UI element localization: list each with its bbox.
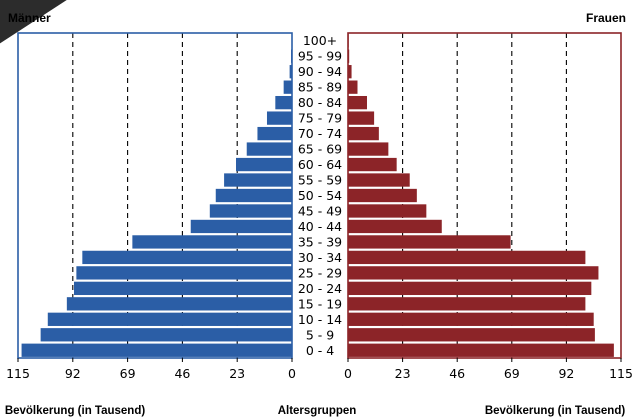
bar-female: [348, 157, 397, 172]
bar-female: [348, 95, 367, 110]
bar-female: [348, 297, 586, 311]
bar-female: [348, 235, 511, 249]
age-group-label: 75 - 79: [298, 111, 342, 126]
age-group-label: 30 - 34: [298, 250, 342, 265]
x-tick-label: 46: [174, 366, 190, 381]
x-tick-label: 46: [449, 366, 465, 381]
x-tick-label: 23: [395, 366, 411, 381]
x-tick-label: 92: [65, 366, 81, 381]
plot-frame: [17, 32, 293, 359]
bar-female: [348, 343, 614, 357]
age-group-label: 35 - 39: [298, 234, 342, 249]
right-xlabel: Bevölkerung (in Tausend): [485, 405, 626, 417]
bar-male: [66, 297, 292, 311]
x-tick-label: 69: [120, 366, 136, 381]
x-tick-label: 69: [504, 366, 520, 381]
age-group-label: 50 - 54: [298, 188, 342, 203]
age-group-label: 65 - 69: [298, 142, 342, 157]
bar-male: [246, 142, 292, 156]
bar-female: [348, 266, 599, 280]
bar-male: [215, 188, 292, 203]
age-group-label: 80 - 84: [298, 95, 342, 110]
bar-female: [348, 142, 389, 156]
bar-male: [47, 312, 292, 326]
bar-male: [82, 250, 292, 265]
age-group-label: 70 - 74: [298, 126, 342, 141]
age-group-label: 20 - 24: [298, 281, 342, 296]
age-group-label: 85 - 89: [298, 80, 342, 95]
age-group-label: 10 - 14: [298, 312, 342, 327]
bar-male: [132, 235, 292, 249]
bar-male: [257, 126, 292, 141]
bar-male: [76, 266, 292, 280]
left-title: Männer: [8, 11, 51, 25]
bar-male: [236, 157, 292, 172]
age-group-label: 5 - 9: [306, 327, 334, 342]
bar-male: [209, 204, 292, 218]
age-group-label: 90 - 94: [298, 64, 342, 79]
age-group-label: 25 - 29: [298, 265, 342, 280]
bar-female: [348, 173, 410, 187]
bar-female: [348, 219, 442, 234]
age-group-label: 40 - 44: [298, 219, 342, 234]
center-label: Altersgruppen: [278, 405, 357, 417]
age-group-label: 55 - 59: [298, 173, 342, 188]
bar-male: [21, 343, 292, 357]
bar-male: [40, 328, 292, 342]
bar-female: [348, 80, 358, 94]
bar-female: [348, 188, 417, 203]
age-group-label: 60 - 64: [298, 157, 342, 172]
left-xlabel: Bevölkerung (in Tausend): [5, 405, 146, 417]
age-group-label: 15 - 19: [298, 296, 342, 311]
bar-female: [348, 328, 595, 342]
bar-female: [348, 65, 352, 79]
x-tick-label: 115: [609, 366, 633, 381]
age-group-label: 0 - 4: [306, 343, 334, 358]
bar-male: [73, 281, 292, 296]
bar-male: [275, 95, 292, 110]
age-group-label: 95 - 99: [298, 49, 342, 64]
x-tick-label: 0: [344, 366, 352, 381]
x-tick-label: 0: [288, 366, 296, 381]
bar-female: [348, 111, 375, 125]
female-panel: 0 23 46 69 92 115: [344, 32, 633, 381]
bar-female: [348, 204, 427, 218]
bar-male: [266, 111, 292, 125]
bar-male: [190, 219, 292, 234]
bar-female: [348, 312, 594, 326]
age-group-label: 100+: [303, 33, 337, 48]
bar-male: [289, 65, 292, 79]
bar-female: [348, 250, 586, 265]
bar-female: [348, 126, 379, 141]
x-tick-label: 115: [6, 366, 30, 381]
bar-male: [283, 80, 292, 94]
right-title: Frauen: [586, 11, 626, 25]
age-group-label: 45 - 49: [298, 203, 342, 218]
x-tick-label: 92: [558, 366, 574, 381]
male-panel: 0 23 46 69 92 115: [6, 32, 296, 381]
x-tick-label: 23: [229, 366, 245, 381]
plot-frame: [347, 32, 622, 359]
bar-female: [348, 281, 592, 296]
bar-male: [224, 173, 292, 187]
